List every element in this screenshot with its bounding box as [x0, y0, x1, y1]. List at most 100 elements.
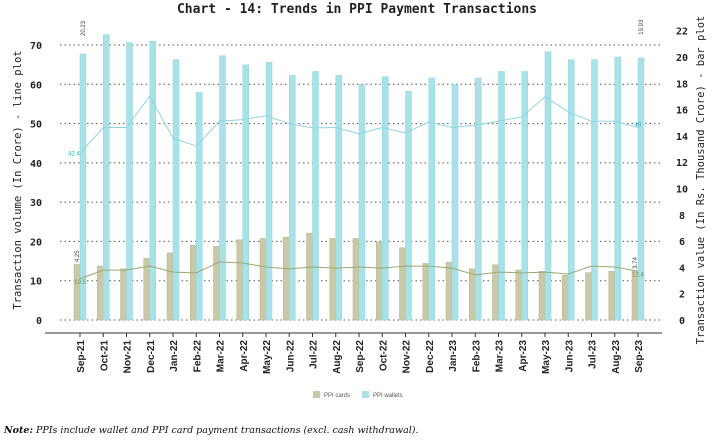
bar-ppi-cards [469, 268, 476, 321]
chart: Chart - 14: Trends in PPI Payment Transa… [12, 2, 707, 399]
bar-ppi-cards [515, 269, 522, 321]
bar-ppi-wallets [451, 84, 459, 321]
bar-ppi-wallets [312, 71, 319, 321]
x-tick-label: Sep-22 [355, 340, 366, 373]
x-tick-label: Jun-22 [285, 340, 296, 373]
y-left-tick-label: 60 [30, 80, 42, 91]
bar-ppi-cards [376, 242, 383, 321]
bar-ppi-wallets [79, 53, 87, 321]
bar-ppi-wallets [428, 77, 435, 321]
x-tick-label: Jul-22 [309, 340, 320, 369]
y-right-tick-label: 20 [676, 53, 688, 64]
bar-ppi-cards [190, 244, 197, 321]
x-tick-label: Nov-21 [123, 340, 134, 374]
bar-ppi-wallets [265, 62, 273, 321]
y-right-tick-label: 2 [679, 290, 685, 301]
bar-ppi-wallets [196, 92, 203, 321]
bar-ppi-cards [213, 246, 220, 321]
legend: PPI cards PPI wallets [313, 391, 403, 399]
bar-ppi-wallets [568, 59, 575, 321]
bar-ppi-wallets [475, 77, 482, 321]
x-tick-label: May-22 [262, 340, 273, 374]
bar-ppi-wallets [382, 76, 389, 321]
y-right-tick-label: 10 [676, 185, 688, 196]
bar-ppi-wallets [591, 59, 598, 321]
chart-title: Chart - 14: Trends in PPI Payment Transa… [177, 2, 537, 17]
x-tick-label: Sep-23 [634, 340, 645, 373]
x-tick-label: Mar-22 [216, 340, 227, 373]
bar-ppi-cards [283, 236, 290, 321]
note-text: PPIs include wallet and PPI card payment… [32, 425, 419, 436]
bar-ppi-cards [306, 232, 313, 321]
bar-ppi-wallets [358, 84, 366, 321]
y-left-tick-label: 70 [30, 41, 42, 52]
bar-ppi-cards [259, 238, 267, 321]
bar-ppi-wallets [172, 59, 180, 321]
bar-ppi-cards [97, 265, 104, 321]
bar-ppi-cards [538, 271, 546, 321]
data-label-wallets-bar: 19.93 [639, 19, 645, 35]
bar-ppi-cards [608, 271, 615, 321]
bar-ppi-cards [445, 261, 453, 321]
x-tick-label: Apr-23 [518, 340, 529, 372]
y-left-tick-label: 50 [30, 120, 42, 131]
y-right-tick-label: 6 [679, 237, 685, 248]
y-axis-left-label: Transaction volume (In Crore) - line plo… [12, 50, 24, 309]
bar-ppi-wallets [126, 42, 133, 321]
data-label-cards-line: 10.5 [74, 280, 86, 286]
bar-ppi-wallets [637, 57, 645, 321]
x-tick-label: Apr-22 [239, 340, 250, 372]
legend-label-wallets: PPI wallets [373, 393, 403, 399]
y-left-tick-label: 30 [30, 198, 42, 209]
x-tick-label: Jan-23 [448, 340, 459, 372]
bar-ppi-wallets [289, 75, 296, 321]
x-tick-label: Dec-21 [146, 340, 157, 373]
note-label: Note: [4, 425, 33, 436]
y-right-tick-label: 22 [676, 27, 688, 38]
bar-ppi-wallets [405, 90, 412, 321]
bar-ppi-cards [585, 272, 592, 321]
bar-ppi-cards [73, 263, 81, 321]
data-label-wallets-line: 49 [635, 123, 642, 129]
x-tick-label: Mar-23 [495, 340, 506, 373]
bar-ppi-wallets [219, 55, 226, 321]
bar-ppi-wallets [149, 40, 156, 321]
x-tick-label: Feb-23 [471, 340, 482, 373]
bar-ppi-cards [399, 247, 406, 321]
y-right-tick-label: 0 [679, 316, 685, 327]
bar-ppi-cards [562, 275, 569, 321]
y-right-tick-label: 18 [676, 79, 688, 90]
bar-ppi-cards [120, 268, 127, 321]
bar-ppi-wallets [335, 75, 342, 321]
bar-ppi-wallets [103, 34, 110, 321]
x-tick-label: Jul-23 [588, 340, 599, 369]
legend-swatch-cards [313, 391, 320, 398]
x-tick-label: Oct-21 [99, 340, 110, 372]
bar-ppi-cards [422, 263, 429, 321]
bar-ppi-cards [329, 238, 336, 321]
line-ppi-wallets [79, 95, 639, 154]
y-right-tick-label: 16 [676, 106, 688, 117]
x-tick-label: Dec-22 [425, 340, 436, 373]
data-label-wallets-line: 42.4 [68, 151, 80, 157]
y-right-tick-label: 12 [676, 158, 688, 169]
y-left-tick-label: 40 [30, 159, 42, 170]
x-tick-label: Oct-22 [378, 340, 389, 372]
bar-ppi-wallets [242, 64, 249, 321]
x-tick-label: Jan-22 [169, 340, 180, 372]
x-tick-label: Feb-22 [192, 340, 203, 373]
x-tick-label: Aug-22 [332, 340, 343, 374]
data-label-cards-bar: 3.74 [633, 256, 639, 268]
y-axis-right-label: Transaction value (In Rs. Thousand Crore… [695, 16, 707, 345]
footnote: Note: PPIs include wallet and PPI card p… [4, 425, 419, 436]
x-tick-label: Nov-22 [402, 340, 413, 374]
y-left-tick-label: 10 [30, 277, 42, 288]
bar-ppi-cards [166, 252, 174, 321]
x-tick-label: Sep-21 [76, 340, 87, 373]
x-tick-label: May-23 [541, 340, 552, 374]
y-right-tick-label: 14 [676, 132, 688, 143]
bar-ppi-wallets [614, 56, 621, 321]
bar-ppi-cards [236, 239, 243, 321]
bar-ppi-cards [352, 238, 360, 321]
line-ppi-cards [79, 261, 639, 280]
